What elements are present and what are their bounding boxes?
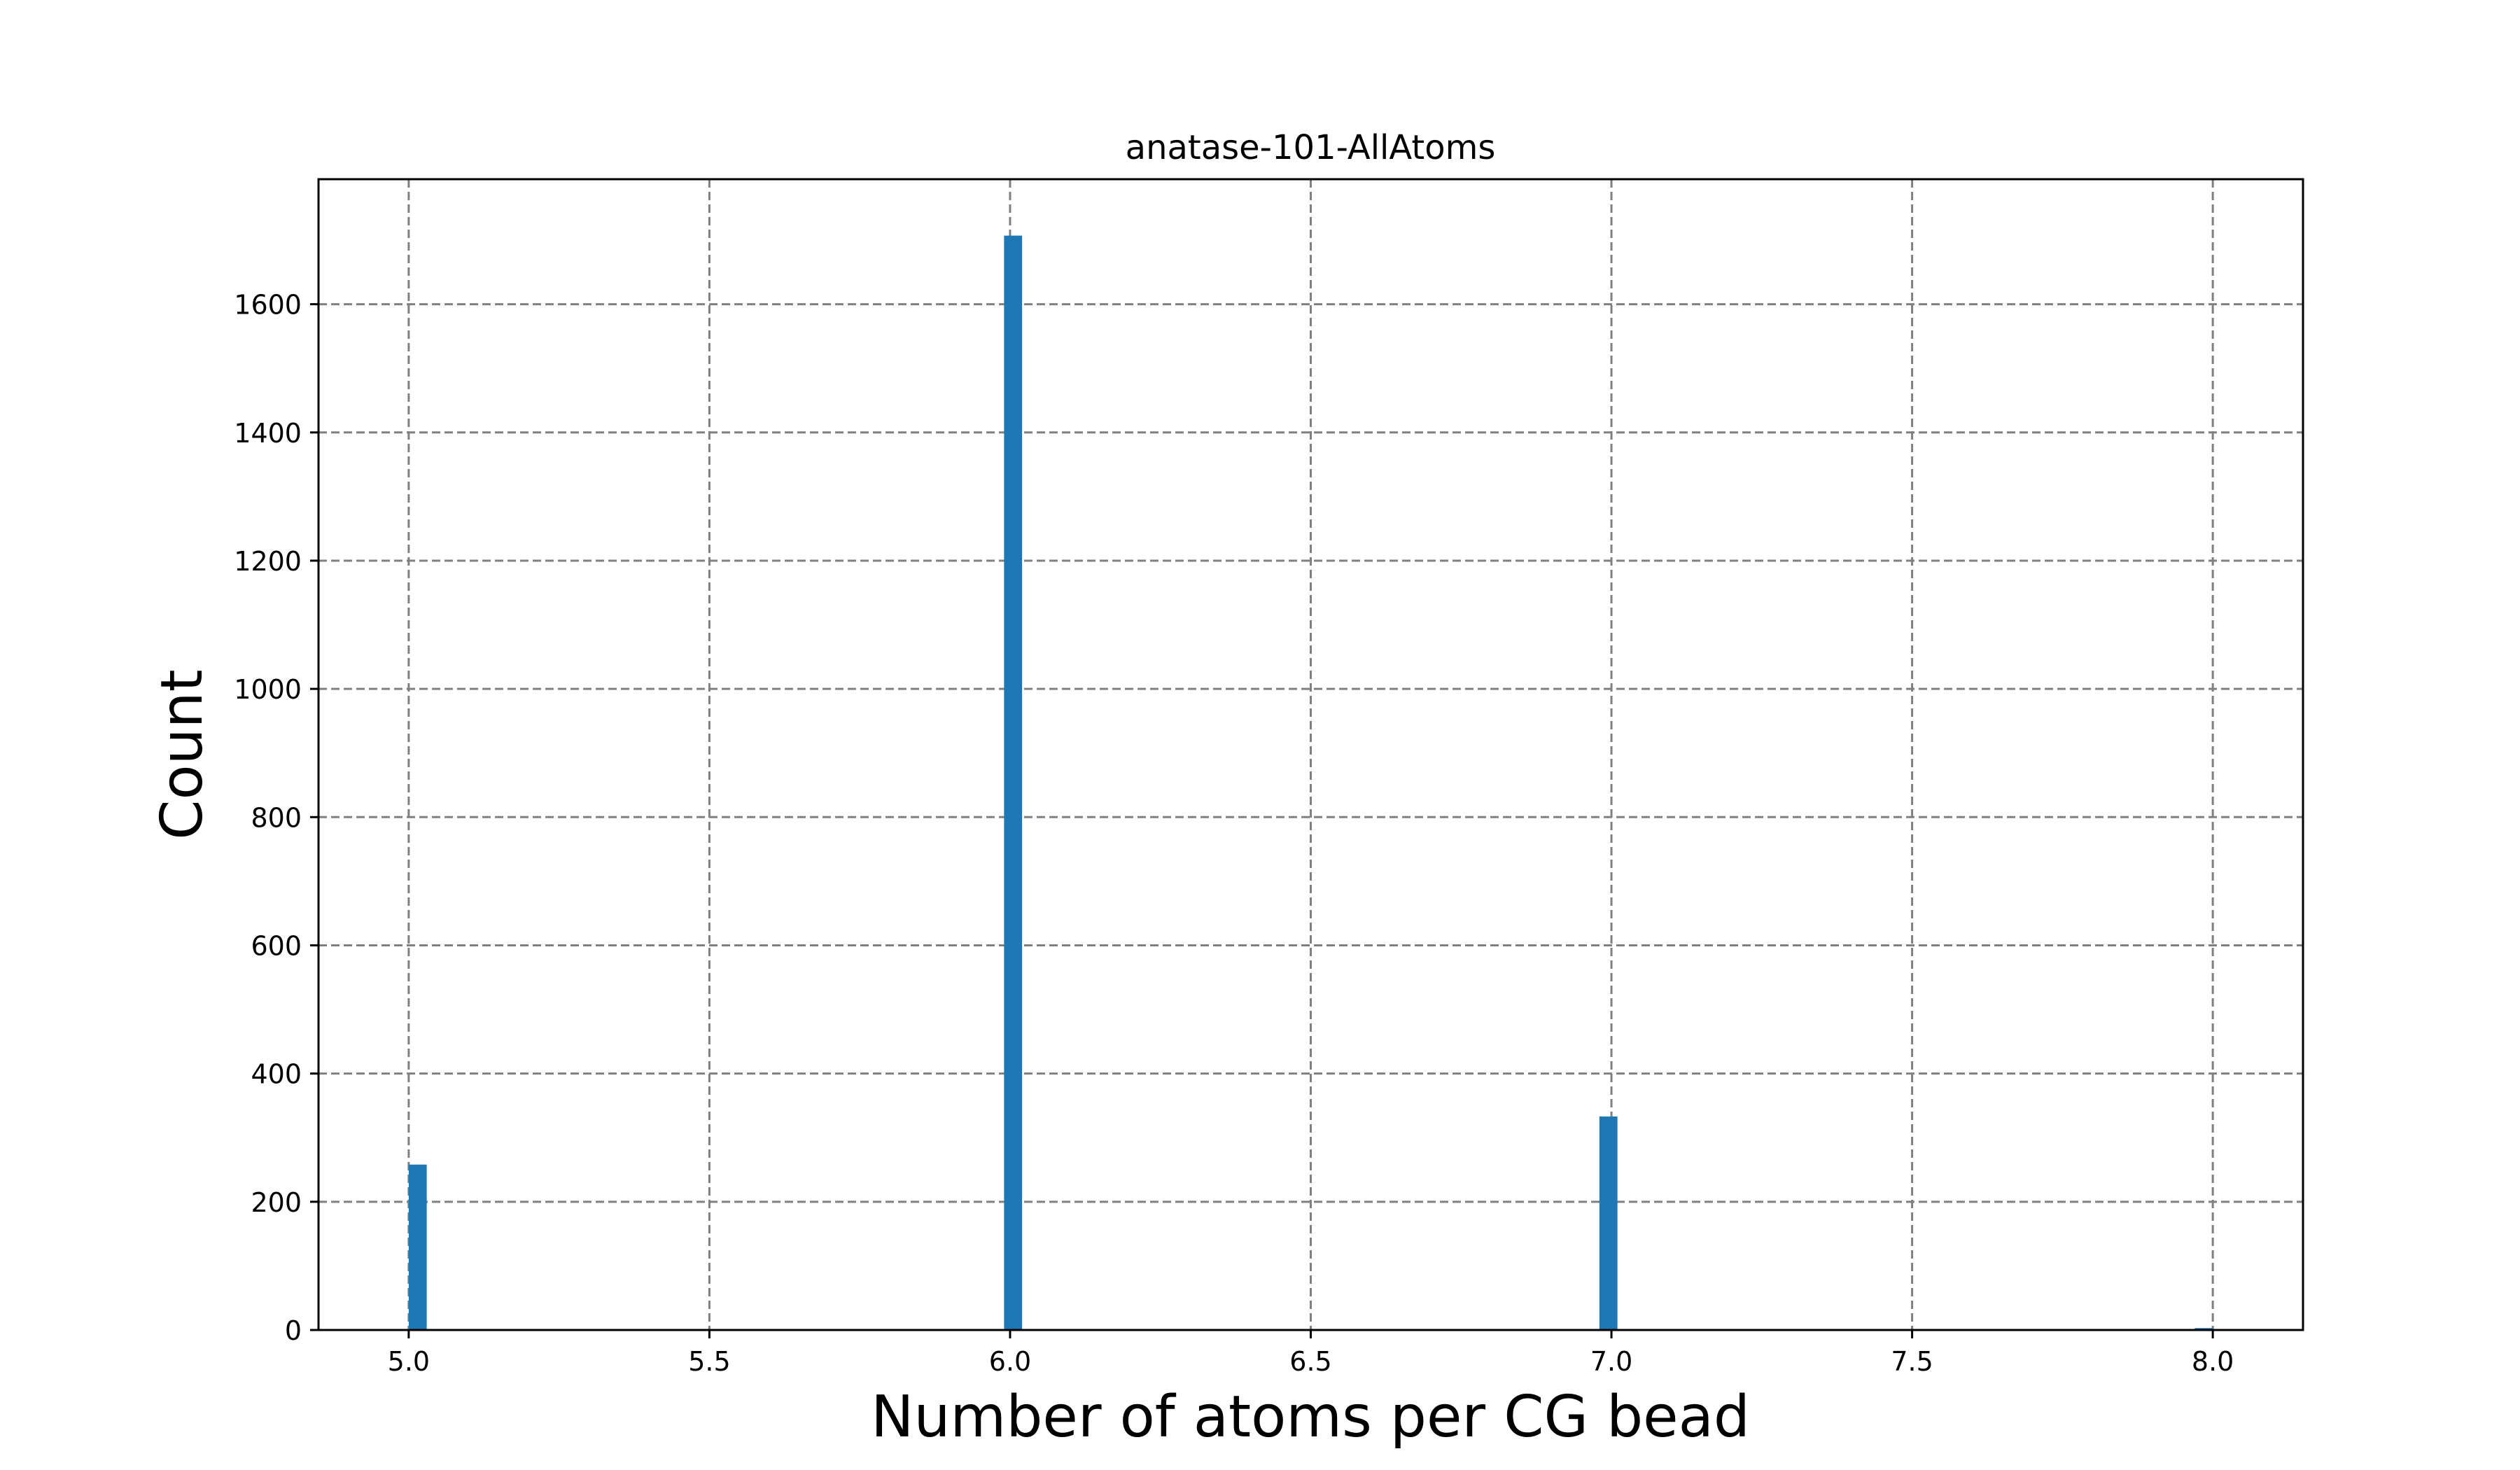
y-tick-label: 1600 bbox=[234, 290, 302, 321]
x-tick-label: 8.0 bbox=[2192, 1346, 2234, 1377]
histogram-bar bbox=[408, 1164, 427, 1330]
histogram-bar bbox=[1004, 235, 1023, 1331]
y-tick-label: 1200 bbox=[234, 546, 302, 577]
y-tick-label: 800 bbox=[251, 802, 302, 833]
axis-ticks: 5.0 5.5 6.0 6.5 7.0 7.5 8.0 0 200 400 600 800 1000 12… bbox=[234, 290, 2234, 1377]
x-tick-label: 7.0 bbox=[1590, 1346, 1632, 1377]
y-axis-label: Count bbox=[149, 669, 216, 840]
grid-lines bbox=[318, 179, 2303, 1331]
x-tick-label: 7.5 bbox=[1891, 1346, 1933, 1377]
y-tick-label: 400 bbox=[251, 1059, 302, 1090]
histogram-bars bbox=[408, 235, 2213, 1331]
y-tick-label: 200 bbox=[251, 1187, 302, 1218]
x-tick-label: 6.0 bbox=[989, 1346, 1031, 1377]
y-tick-label: 600 bbox=[251, 930, 302, 961]
histogram-bar bbox=[1599, 1116, 1618, 1330]
x-tick-label: 5.0 bbox=[388, 1346, 430, 1377]
x-tick-label: 5.5 bbox=[688, 1346, 730, 1377]
y-tick-label: 0 bbox=[285, 1315, 302, 1346]
x-axis-label: Number of atoms per CG bead bbox=[871, 1384, 1750, 1450]
x-tick-label: 6.5 bbox=[1289, 1346, 1331, 1377]
y-tick-label: 1400 bbox=[234, 418, 302, 449]
chart-title: anatase-101-AllAtoms bbox=[1126, 128, 1496, 167]
y-tick-label: 1000 bbox=[234, 674, 302, 705]
